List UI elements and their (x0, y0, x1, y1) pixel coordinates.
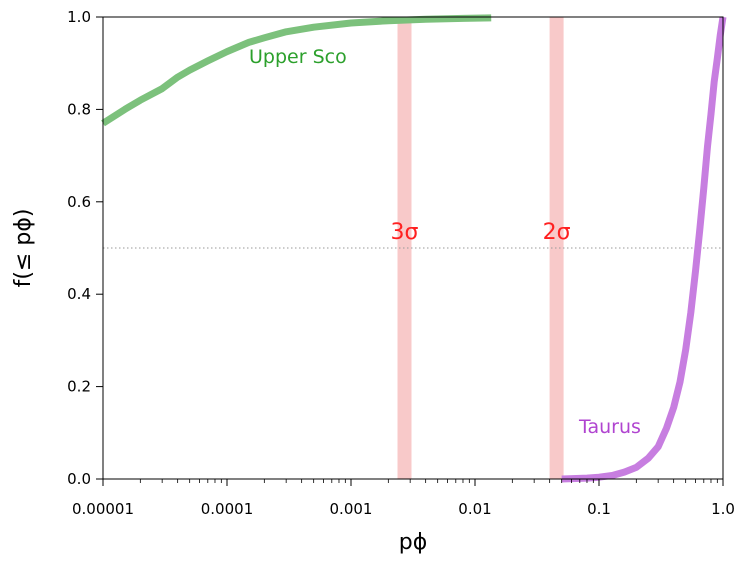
x-tick-label-0: 0.00001 (72, 500, 134, 518)
x-tick-label-2: 0.001 (330, 500, 373, 518)
y-tick-label-3: 0.6 (67, 193, 91, 211)
x-axis-label: pϕ (399, 530, 427, 555)
y-tick-label-1: 0.2 (67, 378, 91, 396)
y-tick-label-5: 1.0 (67, 8, 91, 26)
series-label-1: Taurus (578, 416, 641, 438)
y-tick-label-0: 0.0 (67, 470, 91, 488)
x-tick-label-3: 0.01 (458, 500, 491, 518)
axis-ticks: 0.00001 0.0001 0.001 0.01 0.1 1.0 0.0 0.2 0.4 0.6… (67, 8, 735, 518)
annotation-labels: 3σ 2σ Upper Sco Taurus (249, 46, 641, 438)
series-layer (101, 14, 727, 483)
sigma-band-label-1: 2σ (543, 220, 571, 245)
sigma-band-1 (549, 17, 564, 479)
x-tick-label-4: 0.1 (587, 500, 611, 518)
y-tick-label-4: 0.8 (67, 100, 91, 118)
y-tick-label-2: 0.4 (67, 285, 91, 303)
x-tick-label-5: 1.0 (711, 500, 735, 518)
sigma-band-label-0: 3σ (391, 220, 419, 245)
series-line-1 (561, 16, 727, 483)
sigma-bands (397, 17, 564, 479)
series-label-0: Upper Sco (249, 46, 347, 68)
plot-frame (102, 16, 724, 480)
y-axis-label: f(≤ pϕ) (11, 209, 36, 288)
series-line-0 (101, 14, 492, 127)
x-tick-label-1: 0.0001 (201, 500, 254, 518)
